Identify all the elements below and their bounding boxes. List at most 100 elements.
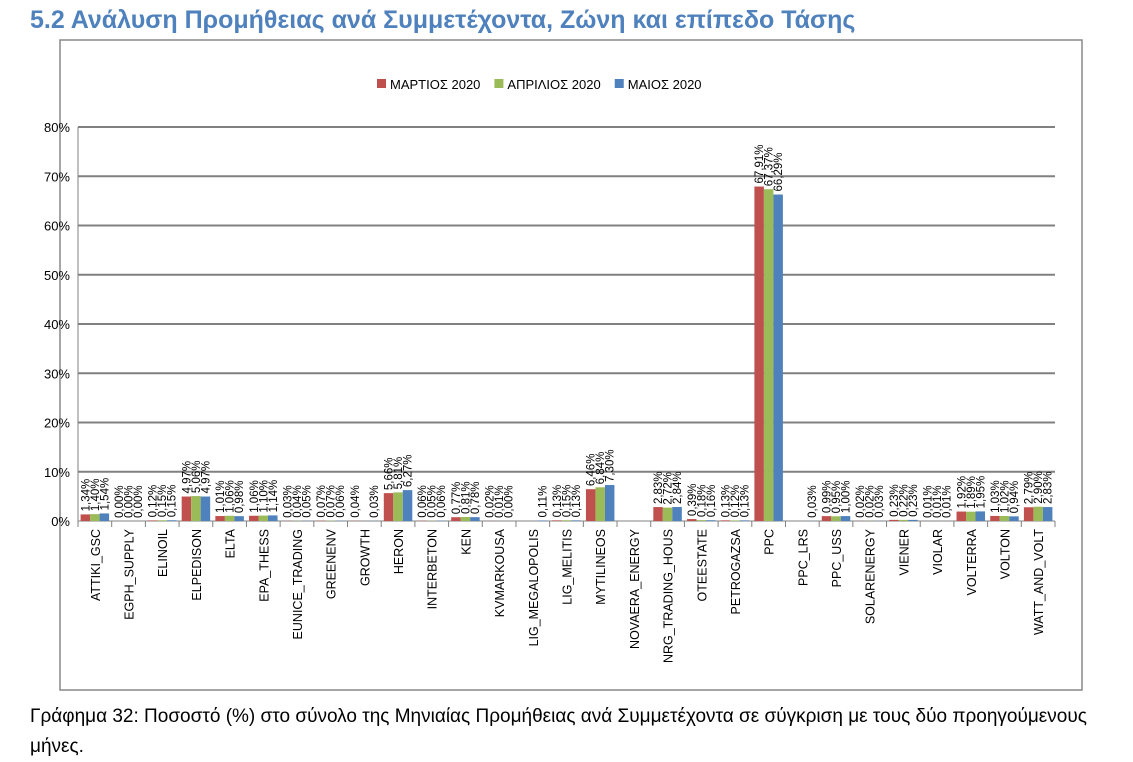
x-tick-label: HERON <box>392 529 406 574</box>
data-label: 4,97% <box>200 461 212 494</box>
data-label: 1,54% <box>99 478 111 511</box>
bar <box>831 516 841 521</box>
bar <box>215 516 225 521</box>
data-label: 2,84% <box>672 471 684 504</box>
data-label: 6,27% <box>403 455 415 488</box>
bar <box>687 519 697 521</box>
x-tick-label: VIENER <box>897 529 911 576</box>
bar <box>730 520 740 521</box>
bar <box>1043 507 1053 521</box>
legend-label: ΜΑΡΤΙΟΣ 2020 <box>390 77 480 92</box>
y-tick-label: 70% <box>44 169 70 184</box>
x-tick-label: ELTA <box>224 528 238 558</box>
bar <box>1024 507 1034 521</box>
data-label: 0,13% <box>739 485 751 518</box>
bar <box>225 516 235 521</box>
data-label: 0,16% <box>706 485 718 518</box>
bar <box>90 514 100 521</box>
bar <box>653 507 663 521</box>
data-label: 0,03% <box>874 485 886 518</box>
legend-swatch <box>377 79 386 88</box>
bar <box>384 493 394 521</box>
bar <box>957 512 967 521</box>
data-label: 0,23% <box>908 484 920 517</box>
bar <box>697 520 707 521</box>
bar <box>234 516 244 521</box>
bar <box>990 516 1000 521</box>
bar <box>740 520 750 521</box>
y-tick-label: 10% <box>44 465 70 480</box>
data-label: 0,03% <box>807 485 819 518</box>
x-tick-label: GROWTH <box>358 529 372 586</box>
data-label: 0,01% <box>942 485 954 518</box>
x-tick-label: PPC <box>763 529 777 555</box>
bar <box>754 187 764 521</box>
legend-swatch <box>615 79 624 88</box>
y-tick-label: 40% <box>44 317 70 332</box>
bar <box>259 516 269 521</box>
x-tick-label: PPC_USS <box>830 529 844 587</box>
data-label: 0,06% <box>335 485 347 518</box>
y-tick-label: 20% <box>44 416 70 431</box>
x-tick-label: EGPH_SUPPLY <box>123 528 137 619</box>
data-label: 0,00% <box>504 485 516 518</box>
y-tick-label: 50% <box>44 268 70 283</box>
x-tick-label: LIG_MELITIS <box>561 529 575 605</box>
bar <box>249 516 258 521</box>
bar <box>976 511 986 521</box>
data-label: 0,00% <box>133 485 145 518</box>
x-tick-label: OTEESTATE <box>695 529 709 601</box>
x-tick-label: WATT_AND_VOLT <box>1032 529 1046 635</box>
bar <box>167 520 177 521</box>
data-label: 0,94% <box>1009 481 1021 514</box>
bar <box>672 507 682 521</box>
x-tick-label: MYTILINEOS <box>594 529 608 605</box>
bar <box>191 496 201 521</box>
y-tick-label: 0% <box>51 514 70 529</box>
data-label: 0,05% <box>301 485 313 518</box>
data-label: 0,06% <box>436 485 448 518</box>
x-tick-label: SOLARENERGY <box>864 528 878 624</box>
bar <box>1009 516 1019 521</box>
data-label: 0,03% <box>369 485 381 518</box>
data-label: 1,00% <box>841 480 853 513</box>
data-label: 0,15% <box>167 485 179 518</box>
x-tick-label: VOLTON <box>998 529 1012 579</box>
legend-swatch <box>494 79 503 88</box>
x-tick-label: ELPEDISON <box>190 529 204 601</box>
bar <box>1000 516 1010 521</box>
x-tick-label: VIOLAR <box>931 529 945 575</box>
bar <box>100 513 110 521</box>
legend-label: ΑΠΡΙΛΙΟΣ 2020 <box>507 77 600 92</box>
data-label: 0,04% <box>350 485 362 518</box>
bar <box>706 520 716 521</box>
data-label: 1,14% <box>268 480 280 513</box>
bar <box>562 520 572 521</box>
x-tick-label: VOLTERRA <box>965 528 979 595</box>
data-label: 1,95% <box>975 476 987 509</box>
bar <box>908 520 918 521</box>
bar <box>148 520 158 521</box>
bar-chart: 0%10%20%30%40%50%60%70%80%ATTIKI_GSC1,34… <box>0 0 1133 700</box>
bar <box>841 516 851 521</box>
data-label: 0,98% <box>234 481 246 514</box>
figure-caption: Γράφημα 32: Ποσοστό (%) στο σύνολο της Μ… <box>30 702 1120 762</box>
x-tick-label: NRG_TRADING_HOUS <box>662 529 676 663</box>
bar <box>586 489 596 521</box>
bar <box>470 517 480 521</box>
bar <box>403 490 413 521</box>
bar <box>393 492 403 521</box>
bar <box>773 195 783 521</box>
x-tick-label: INTERBETON <box>426 529 440 609</box>
bar <box>605 485 615 521</box>
bar <box>182 497 192 521</box>
data-label: 66,29% <box>773 153 785 192</box>
x-tick-label: ATTIKI_GSC <box>89 529 103 601</box>
bar <box>157 520 167 521</box>
bar <box>663 508 673 521</box>
bar <box>552 520 562 521</box>
bar <box>966 512 976 521</box>
bar <box>81 514 91 521</box>
x-tick-label: NOVAERA_ENERGY <box>628 528 642 649</box>
bar <box>451 517 461 521</box>
